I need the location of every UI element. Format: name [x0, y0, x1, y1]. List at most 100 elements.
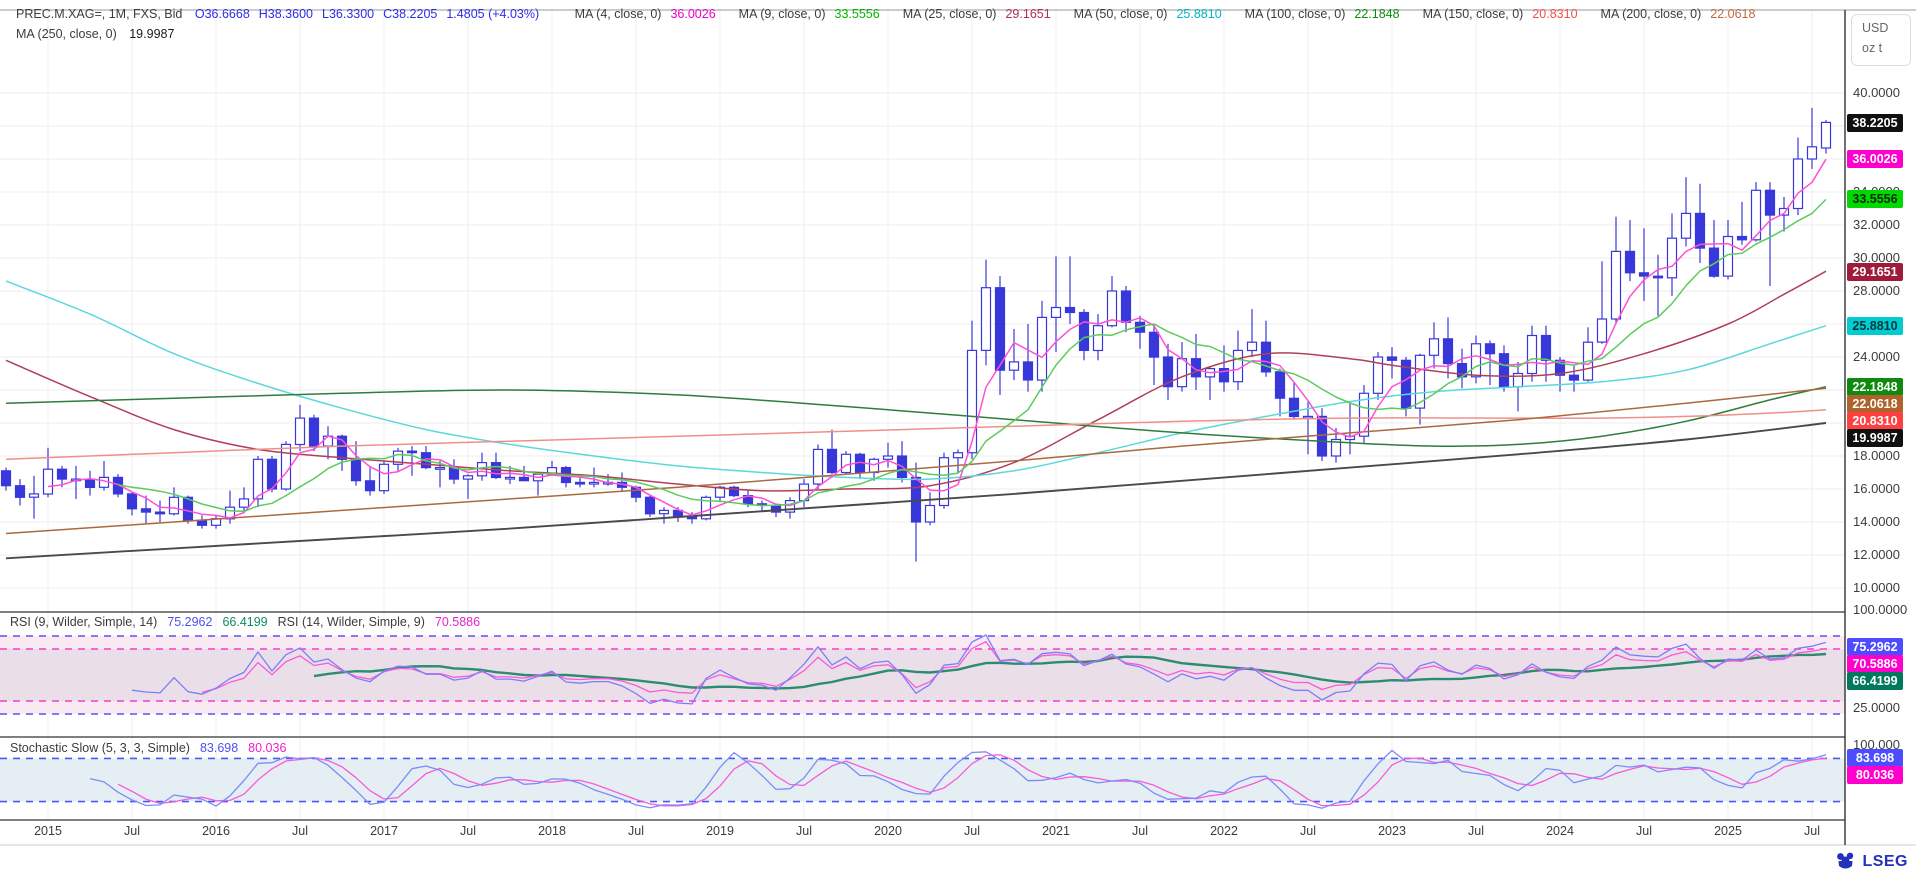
candle	[1050, 306, 1062, 318]
candle	[1610, 250, 1622, 320]
candle	[980, 287, 992, 352]
ma-legend-label: MA (4, close, 0)	[574, 7, 662, 21]
ma100-line	[5, 385, 1827, 447]
candle	[1008, 361, 1020, 371]
ma-legend-label: MA (25, close, 0)	[902, 7, 997, 21]
candle	[1232, 349, 1244, 383]
candles-layer[interactable]	[0, 107, 1832, 562]
candle	[1092, 325, 1104, 352]
ma250-value: 19.9987	[129, 27, 175, 41]
ma-legend-label: MA (150, close, 0)	[1422, 7, 1524, 21]
candle	[812, 448, 824, 485]
candle	[1274, 371, 1286, 399]
candle	[1750, 189, 1762, 241]
price-tick-label: 12.0000	[1853, 547, 1900, 562]
candle	[350, 458, 362, 482]
candle	[1078, 311, 1090, 352]
time-tick-label: Jul	[460, 824, 476, 838]
price-tick-label: 16.0000	[1853, 481, 1900, 496]
rsi-legend-part: 75.2962	[167, 615, 213, 629]
rsi-legend-part: RSI (14, Wilder, Simple, 9)	[277, 615, 425, 629]
ma-legend: MA (4, close, 0) 36.0026 MA (9, close, 0) 3…	[561, 7, 1765, 21]
time-tick-label: 2025	[1714, 824, 1742, 838]
candle	[14, 485, 26, 498]
candle	[868, 458, 880, 474]
time-tick-label: 2015	[34, 824, 62, 838]
stoch-bands	[0, 757, 1845, 803]
candle	[28, 493, 40, 498]
rsi-bands	[0, 635, 1845, 715]
price-badge: 20.8310	[1847, 412, 1903, 430]
candle	[84, 478, 96, 489]
price-badge: 22.0618	[1847, 395, 1903, 413]
symbol-title: PREC.M.XAG=, 1M, FXS, Bid	[16, 7, 183, 21]
time-tick-label: 2023	[1378, 824, 1406, 838]
candle	[280, 443, 292, 490]
stoch-legend-part: Stochastic Slow (5, 3, 3, Simple)	[10, 741, 190, 755]
candle	[196, 519, 208, 526]
candle	[644, 496, 656, 515]
candle	[1302, 415, 1314, 419]
ohlc-quote: O36.6668 H38.3600 L36.3300 C38.2205 1.4805 (…	[195, 7, 548, 21]
candle	[1484, 343, 1496, 355]
candle	[1736, 235, 1748, 241]
price-tick-label: 32.0000	[1853, 217, 1900, 232]
price-badge: 29.1651	[1847, 263, 1903, 281]
stoch-legend-part: 83.698	[199, 741, 239, 755]
stoch-badge: 83.698	[1847, 749, 1903, 767]
price-tick-label: 30.0000	[1853, 250, 1900, 265]
lseg-logo-text: LSEG	[1862, 852, 1908, 870]
candle	[966, 349, 978, 454]
ma-legend-value: 33.5556	[834, 7, 880, 21]
time-tick-label: Jul	[628, 824, 644, 838]
rsi-legend-part: 70.5886	[434, 615, 481, 629]
candle	[1372, 356, 1384, 394]
candle	[1190, 358, 1202, 378]
candle	[1064, 306, 1076, 314]
rsi-legend-part: RSI (9, Wilder, Simple, 14)	[10, 615, 158, 629]
price-badge: 33.5556	[1847, 190, 1903, 208]
candle	[1036, 316, 1048, 381]
quote-field: 1.4805 (+4.03%)	[446, 7, 540, 21]
candle	[378, 463, 390, 492]
candle	[1526, 334, 1538, 375]
candle	[1680, 212, 1692, 239]
candle	[1246, 341, 1258, 352]
stoch-tick-label: 100.000	[1853, 737, 1900, 752]
candle	[308, 417, 320, 447]
lseg-branding: LSEG	[1835, 852, 1908, 871]
price-tick-label: 10.0000	[1853, 580, 1900, 595]
unit-selector[interactable]: USD oz t	[1851, 14, 1911, 66]
ma-legend-label: MA (200, close, 0)	[1600, 7, 1702, 21]
candle	[518, 476, 530, 482]
candle	[1638, 272, 1650, 277]
candle	[392, 450, 404, 465]
time-tick-label: 2016	[202, 824, 230, 838]
rsi-tick-label: 100.0000	[1853, 602, 1908, 617]
time-tick-label: 2024	[1546, 824, 1574, 838]
unit-label: oz t	[1862, 41, 1883, 55]
candle	[504, 476, 516, 480]
candle	[1568, 374, 1580, 381]
time-tick-label: 2019	[706, 824, 734, 838]
candle	[406, 450, 418, 454]
candle	[336, 435, 348, 460]
candle	[1694, 212, 1706, 249]
candle	[1652, 275, 1664, 279]
panel-separators	[0, 9, 1916, 846]
ma-legend-value: 29.1651	[1005, 7, 1051, 21]
time-tick-label: Jul	[796, 824, 812, 838]
rsi-legend: RSI (9, Wilder, Simple, 14) 75.2962 66.419…	[10, 615, 490, 629]
candle	[56, 468, 68, 480]
quote-field: L36.3300	[322, 7, 375, 21]
candle	[364, 480, 376, 492]
candle	[1120, 290, 1132, 323]
price-badge: 22.1848	[1847, 378, 1903, 396]
candle	[1428, 338, 1440, 356]
candle	[252, 458, 264, 500]
candle	[154, 511, 166, 515]
candle	[1316, 415, 1328, 457]
candle	[1722, 235, 1734, 277]
candle	[1176, 358, 1188, 388]
